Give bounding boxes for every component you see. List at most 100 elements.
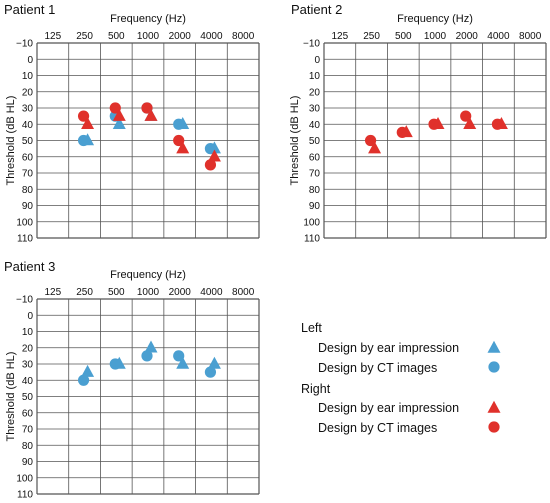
data-point-left-ear-impression bbox=[112, 356, 126, 369]
x-tick-label: 1000 bbox=[137, 31, 160, 42]
data-point-right-ct bbox=[364, 134, 377, 147]
x-tick-label: 250 bbox=[76, 31, 93, 42]
panel-title: Patient 3 bbox=[4, 259, 55, 274]
x-tick-label: 8000 bbox=[232, 287, 255, 298]
y-tick-label: 80 bbox=[22, 441, 34, 452]
data-point-right-ct bbox=[204, 159, 217, 171]
panel-title: Patient 1 bbox=[4, 2, 55, 17]
data-point-left-ct bbox=[204, 366, 217, 378]
y-tick-label: 20 bbox=[22, 343, 34, 354]
legend-heading-left: Left bbox=[301, 321, 322, 335]
y-tick-label: 90 bbox=[309, 201, 321, 212]
y-tick-label: 10 bbox=[22, 327, 34, 338]
y-tick-label: −10 bbox=[16, 295, 33, 306]
data-point-left-ear-impression bbox=[207, 141, 221, 154]
y-tick-label: 100 bbox=[16, 473, 33, 484]
data-point-right-ear-impression bbox=[81, 117, 95, 130]
panel-title: Patient 2 bbox=[291, 2, 342, 17]
legend-marker-left-ear-impression bbox=[487, 340, 501, 353]
y-tick-label: 60 bbox=[22, 408, 34, 419]
x-tick-label: 2000 bbox=[169, 287, 192, 298]
data-point-right-ear-impression bbox=[494, 117, 508, 130]
y-tick-label: 100 bbox=[16, 217, 33, 228]
legend-marker-right-ct bbox=[488, 421, 500, 433]
y-tick-label: 80 bbox=[22, 185, 34, 196]
y-tick-label: 30 bbox=[22, 360, 34, 371]
y-tick-label: 100 bbox=[303, 217, 320, 228]
data-point-right-ct bbox=[173, 134, 185, 147]
x-tick-label: 125 bbox=[45, 31, 62, 42]
y-tick-label: 70 bbox=[22, 425, 34, 436]
x-tick-label: 500 bbox=[108, 287, 125, 298]
y-tick-label: 110 bbox=[304, 234, 320, 245]
data-point-left-ear-impression bbox=[176, 356, 190, 369]
y-tick-label: 60 bbox=[22, 152, 34, 163]
y-tick-label: −10 bbox=[303, 39, 320, 50]
x-tick-label: 2000 bbox=[456, 31, 479, 42]
y-tick-label: 80 bbox=[309, 185, 321, 196]
data-point-left-ear-impression bbox=[81, 364, 95, 377]
x-tick-label: 8000 bbox=[232, 31, 255, 42]
x-tick-label: 500 bbox=[108, 31, 125, 42]
y-tick-label: 0 bbox=[314, 55, 320, 66]
data-point-right-ear-impression bbox=[144, 108, 158, 121]
x-axis-label: Frequency (Hz) bbox=[110, 269, 186, 281]
data-point-right-ear-impression bbox=[431, 117, 445, 130]
data-point-left-ear-impression bbox=[81, 133, 95, 146]
x-tick-label: 1000 bbox=[424, 31, 447, 42]
y-tick-label: −10 bbox=[16, 39, 33, 50]
y-axis-label: Threshold (dB HL) bbox=[5, 96, 17, 186]
y-tick-label: 30 bbox=[309, 104, 321, 115]
data-point-right-ct bbox=[460, 110, 472, 122]
y-tick-label: 20 bbox=[309, 87, 321, 98]
x-tick-label: 250 bbox=[363, 31, 380, 42]
y-tick-label: 50 bbox=[309, 136, 321, 147]
data-point-right-ear-impression bbox=[207, 149, 221, 162]
x-tick-label: 125 bbox=[332, 31, 349, 42]
data-point-left-ear-impression bbox=[144, 340, 158, 353]
x-tick-label: 2000 bbox=[169, 31, 192, 42]
y-tick-label: 40 bbox=[22, 120, 34, 131]
x-tick-label: 125 bbox=[45, 287, 62, 298]
y-tick-label: 10 bbox=[309, 71, 321, 82]
y-tick-label: 70 bbox=[22, 169, 34, 180]
data-point-right-ct bbox=[77, 110, 90, 122]
panel-2: Patient 2 Frequency (Hz) Threshold (dB HL)… bbox=[289, 2, 547, 245]
y-tick-label: 0 bbox=[27, 311, 33, 322]
data-point-left-ear-impression bbox=[112, 117, 126, 130]
y-tick-label: 20 bbox=[22, 87, 34, 98]
y-tick-label: 10 bbox=[22, 71, 34, 82]
x-tick-label: 500 bbox=[395, 31, 412, 42]
y-tick-label: 40 bbox=[309, 120, 321, 131]
data-point-right-ear-impression bbox=[176, 141, 190, 154]
data-point-right-ear-impression bbox=[368, 141, 382, 154]
data-point-right-ct bbox=[109, 102, 121, 114]
data-point-right-ct bbox=[141, 102, 153, 114]
data-point-left-ct bbox=[77, 374, 90, 386]
y-axis-label: Threshold (dB HL) bbox=[289, 96, 301, 186]
x-axis-label: Frequency (Hz) bbox=[110, 13, 186, 25]
legend-marker-left-ct bbox=[488, 361, 500, 373]
y-tick-label: 60 bbox=[309, 152, 321, 163]
y-tick-label: 110 bbox=[17, 234, 33, 245]
x-tick-label: 1000 bbox=[137, 287, 160, 298]
data-point-left-ear-impression bbox=[207, 356, 221, 369]
data-point-right-ear-impression bbox=[112, 108, 126, 121]
x-tick-label: 250 bbox=[76, 287, 93, 298]
panel-1: Patient 1 Frequency (Hz) Threshold (dB HL)… bbox=[4, 2, 260, 245]
y-tick-label: 0 bbox=[27, 55, 33, 66]
x-tick-label: 4000 bbox=[200, 287, 223, 298]
y-tick-label: 50 bbox=[22, 392, 34, 403]
panel-3: Patient 3 Frequency (Hz) Threshold (dB HL)… bbox=[4, 259, 260, 501]
y-tick-label: 50 bbox=[22, 136, 34, 147]
legend-label-left-ct-images: Design by CT images bbox=[318, 361, 437, 375]
y-axis-label: Threshold (dB HL) bbox=[5, 352, 17, 442]
x-tick-label: 4000 bbox=[200, 31, 223, 42]
data-point-right-ear-impression bbox=[399, 125, 413, 138]
data-point-left-ct bbox=[141, 350, 153, 362]
legend-label-right-ct-images: Design by CT images bbox=[318, 421, 437, 435]
data-point-right-ear-impression bbox=[463, 117, 477, 130]
legend-marker-right-ear-impression bbox=[487, 400, 501, 413]
x-tick-label: 8000 bbox=[519, 31, 542, 42]
